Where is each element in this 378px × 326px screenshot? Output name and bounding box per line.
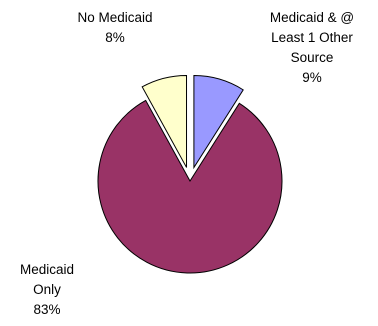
slice-value-label: 83%: [33, 302, 61, 317]
pie-slice-medicaid-other: [193, 75, 244, 170]
slice-label-medicaid-other: Medicaid & @ Least 1 Other Source 9%: [248, 8, 376, 88]
slice-value-label: 8%: [105, 30, 125, 45]
slice-label-line: No Medicaid: [77, 10, 153, 25]
slice-label-no-medicaid: No Medicaid 8%: [60, 8, 170, 48]
slice-label-line: Least 1 Other: [271, 30, 353, 45]
pie-slice-no-medicaid: [141, 74, 188, 168]
slice-label-medicaid-only: Medicaid Only 83%: [2, 260, 92, 320]
slice-label-line: Only: [33, 282, 61, 297]
slice-value-label: 9%: [302, 70, 322, 85]
slice-label-line: Medicaid: [19, 262, 75, 277]
pie-slice-medicaid-only: [97, 99, 283, 274]
slice-label-line: Medicaid & @: [269, 10, 355, 25]
slice-label-line: Source: [290, 50, 334, 65]
